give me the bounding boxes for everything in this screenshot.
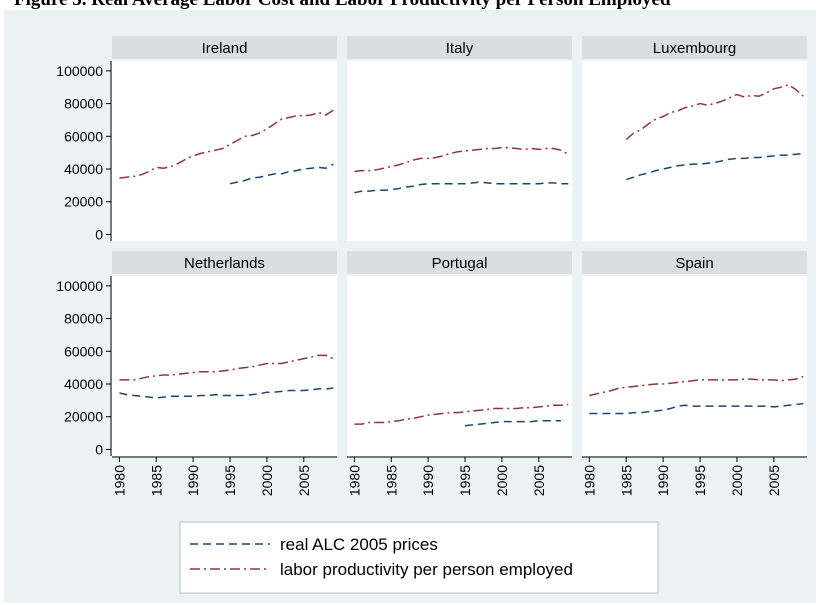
series-line [354,181,569,194]
y-tick-label: 100000 [56,278,103,294]
figure-caption-fragment: Figure 3. Real Average Labor Cost and La… [0,0,822,10]
series-line [229,163,334,185]
y-tick-label: 40000 [64,376,103,392]
x-tick-label: 1990 [420,465,436,496]
x-tick-label: 2005 [296,465,312,496]
x-tick-label: 2000 [494,465,510,496]
series-line [589,402,804,415]
y-tick-label: 40000 [64,161,103,177]
x-tick-label: 1995 [222,465,238,496]
y-tick-label: 20000 [64,409,103,425]
series-line [626,152,804,181]
legend-label: labor productivity per person employed [280,560,573,579]
y-tick-label: 20000 [64,194,103,210]
series-line [589,375,804,397]
y-tick-label: 60000 [64,128,103,144]
y-tick-label: 0 [95,441,103,457]
panel-strip [112,251,337,274]
x-tick-label: 2000 [259,465,275,496]
x-tick-label: 1985 [383,465,399,496]
x-tick-label: 2000 [729,465,745,496]
x-tick-label: 1980 [581,465,597,496]
panel-title: Luxembourg [653,40,736,57]
series-line [119,387,334,399]
y-tick-label: 60000 [64,343,103,359]
y-tick-label: 0 [95,226,103,242]
legend-box [179,521,659,594]
figure-caption-text: Figure 3. Real Average Labor Cost and La… [14,0,671,10]
y-tick-label: 100000 [56,63,103,79]
x-tick-label: 1995 [457,465,473,496]
x-tick-label: 1990 [655,465,671,496]
x-tick-label: 1985 [148,465,164,496]
x-tick-label: 1980 [346,465,362,496]
panel-strip [582,251,807,274]
series-line [625,83,804,141]
x-tick-label: 2005 [531,465,547,496]
x-tick-label: 1980 [111,465,127,496]
panel-strip [347,251,572,274]
plot-area [112,276,337,456]
legend-label: real ALC 2005 prices [280,535,438,554]
chart-frame: Ireland 0 20000 40000 60000 80000 100000 Italy L… [4,10,816,603]
panel-title: Ireland [202,40,248,57]
series-line [464,420,561,427]
panel-strip [347,36,572,59]
series-line [354,403,569,425]
panel-title: Spain [675,255,713,272]
plot-area [347,276,572,456]
series-line [119,354,334,381]
panel-title: Netherlands [184,255,265,272]
panel-title: Portugal [432,255,488,272]
y-tick-label: 80000 [64,311,103,327]
series-line [354,146,569,173]
panel-strip [582,36,807,59]
x-tick-label: 2005 [766,465,782,496]
plot-area [582,276,807,456]
y-tick-label: 80000 [64,96,103,112]
panel-title: Italy [446,40,474,57]
x-tick-label: 1990 [185,465,201,496]
panel-strip [112,36,337,59]
x-tick-label: 1985 [618,465,634,496]
plot-area [582,61,807,241]
x-tick-label: 1995 [692,465,708,496]
plot-area [112,61,337,241]
